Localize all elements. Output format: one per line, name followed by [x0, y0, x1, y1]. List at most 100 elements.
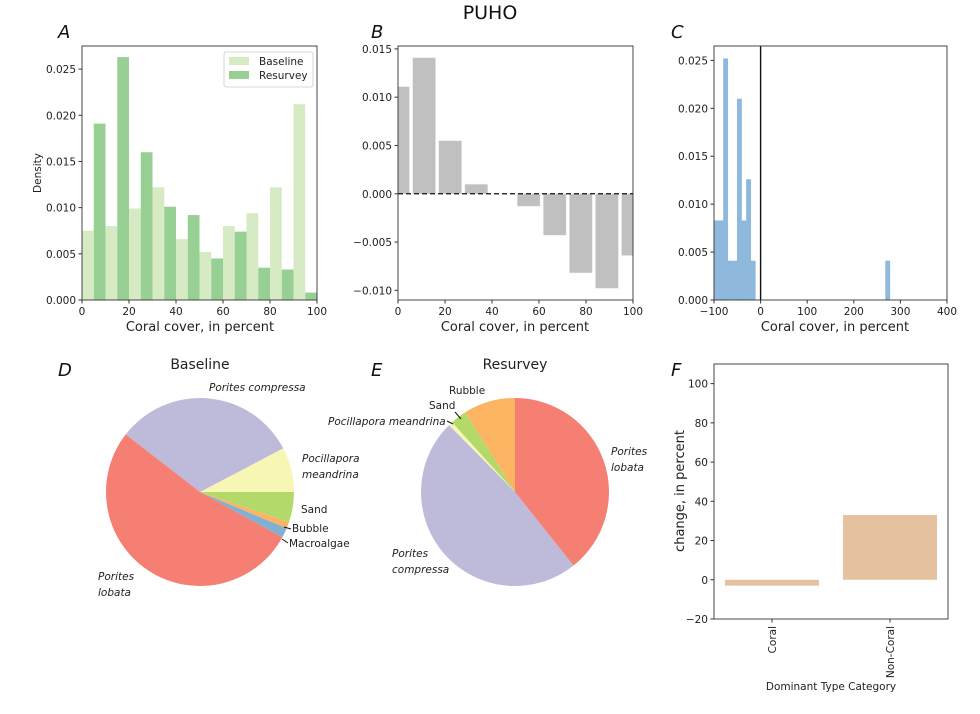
legend-label-baseline: Baseline — [259, 56, 304, 68]
bar-difference — [516, 193, 541, 207]
panel-f-ytick-label: 60 — [695, 457, 708, 469]
panel-a-legend: Baseline Resurvey — [223, 51, 314, 88]
panel-a-ylabel: Density — [32, 153, 44, 193]
bar-change — [714, 220, 719, 300]
bar-difference — [542, 193, 567, 236]
bar-change — [736, 98, 742, 300]
bar-resurvey — [305, 292, 317, 300]
panel-f-ytick-label: 0 — [701, 575, 708, 587]
panel-letter-f: F — [671, 360, 682, 381]
bar-difference — [438, 140, 462, 195]
panel-a-axes: 0 20 40 60 80 100 0.000 0.005 0.010 0.015 0.020 0.0… — [46, 45, 327, 318]
panel-letter-e: E — [371, 360, 383, 381]
pie-label: Porites — [98, 571, 135, 583]
bar-resurvey — [164, 206, 176, 300]
panel-b-xtick-label: 40 — [485, 306, 498, 318]
pie-slice — [448, 422, 515, 492]
panel-a-xtick-label: 60 — [216, 306, 229, 318]
pie-label: Porites — [611, 446, 648, 458]
panel-c-ytick-label: 0.005 — [678, 247, 708, 259]
bar-baseline — [293, 104, 306, 301]
bar-difference — [569, 193, 593, 274]
pie-slice — [200, 492, 287, 538]
bar-difference — [412, 57, 436, 195]
panel-a-frame — [81, 45, 318, 301]
pie-slice — [105, 434, 283, 586]
bar-change — [746, 179, 752, 300]
pie-slice — [200, 448, 294, 492]
panel-b-xtick-label: 0 — [395, 306, 402, 318]
panel-a-ytick-label: 0.025 — [46, 64, 76, 76]
panel-c-ytick-label: 0.000 — [678, 295, 708, 307]
pie-slice — [421, 425, 574, 586]
bar-baseline — [176, 239, 188, 300]
panel-c-xtick-label: 300 — [890, 306, 910, 318]
panel-c-xtick-label: 100 — [797, 306, 817, 318]
panel-e-title: Resurvey — [483, 357, 548, 373]
bar-change — [741, 220, 747, 300]
bar-change — [750, 260, 756, 300]
panel-c-xtick-label: −100 — [700, 306, 729, 318]
panel-letter-b: B — [371, 22, 383, 43]
bar-resurvey — [258, 267, 270, 300]
pie-label: lobata — [98, 587, 131, 599]
panel-a-ytick-label: 0.005 — [46, 249, 76, 261]
bar-baseline — [82, 230, 94, 300]
pie-leader-line — [283, 526, 292, 530]
panel-c-frame — [713, 45, 948, 301]
panel-a-ytick-label: 0.000 — [46, 295, 76, 307]
panel-letter-d: D — [58, 360, 72, 381]
panel-b-xlabel: Coral cover, in percent — [441, 320, 589, 335]
pie-label: Pocillapora — [302, 453, 360, 465]
bar-baseline — [199, 251, 212, 300]
bar-baseline — [105, 226, 118, 300]
bar-change — [727, 260, 733, 300]
pie-slice — [200, 492, 290, 529]
pie-label: Porites — [392, 548, 429, 560]
pie-slice — [465, 398, 515, 492]
panel-d-pie: Pocillapora meandrina Porites compressa Por… — [98, 382, 360, 599]
panel-b-plot-area — [398, 57, 633, 289]
panel-a-xtick-label: 20 — [122, 306, 135, 318]
panel-f-ylabel: change, in percent — [673, 430, 688, 552]
panel-c-xtick-label: 400 — [937, 306, 957, 318]
panel-f-ytick-label: 80 — [695, 418, 708, 430]
bar-change — [723, 58, 729, 301]
pie-label: Macroalgae — [289, 538, 350, 550]
pie-label: Bubble — [292, 523, 329, 535]
panel-f-ytick-label: −20 — [686, 614, 708, 626]
pie-label: Sand — [301, 504, 327, 516]
panel-e-pie: Rubble Sand Pocillapora meandrina Porites co… — [328, 385, 648, 586]
panel-b-ytick-label: 0.015 — [362, 44, 392, 56]
legend-label-resurvey: Resurvey — [259, 70, 308, 82]
bar-resurvey — [234, 231, 247, 300]
panel-c-ytick-label: 0.010 — [678, 199, 708, 211]
panel-a-ytick-label: 0.015 — [46, 156, 76, 168]
bar-baseline — [129, 208, 141, 300]
bar-baseline — [152, 187, 165, 300]
panel-b-ytick-label: −0.010 — [353, 285, 392, 297]
pie-label: Porites compressa — [209, 382, 306, 394]
bar-difference — [398, 86, 410, 195]
panel-letter-a: A — [57, 22, 70, 43]
pie-label: compressa — [392, 564, 449, 576]
figure-title: PUHO — [463, 2, 518, 24]
pie-leader-line — [454, 411, 462, 420]
panel-b-xtick-label: 80 — [579, 306, 592, 318]
panel-c-ytick-label: 0.015 — [678, 151, 708, 163]
panel-f-ytick-label: 20 — [695, 536, 708, 548]
pie-slice — [125, 398, 284, 492]
pie-label: Sand — [429, 400, 455, 412]
panel-b-axes: 0 20 40 60 80 100 −0.010 −0.005 0.000 0.005 0.010 0… — [353, 44, 643, 318]
panel-a-xtick-label: 100 — [307, 306, 327, 318]
bar-baseline — [270, 187, 282, 300]
bar-resurvey — [211, 258, 223, 300]
panel-c-ytick-label: 0.020 — [678, 103, 708, 115]
panel-f-xlabel: Dominant Type Category — [766, 681, 896, 693]
panel-b-ytick-label: 0.000 — [362, 189, 392, 201]
bar-coral — [725, 579, 819, 586]
panel-a-xlabel: Coral cover, in percent — [126, 320, 274, 335]
panel-f-frame — [713, 363, 949, 620]
panel-a-plot-area — [82, 57, 317, 301]
